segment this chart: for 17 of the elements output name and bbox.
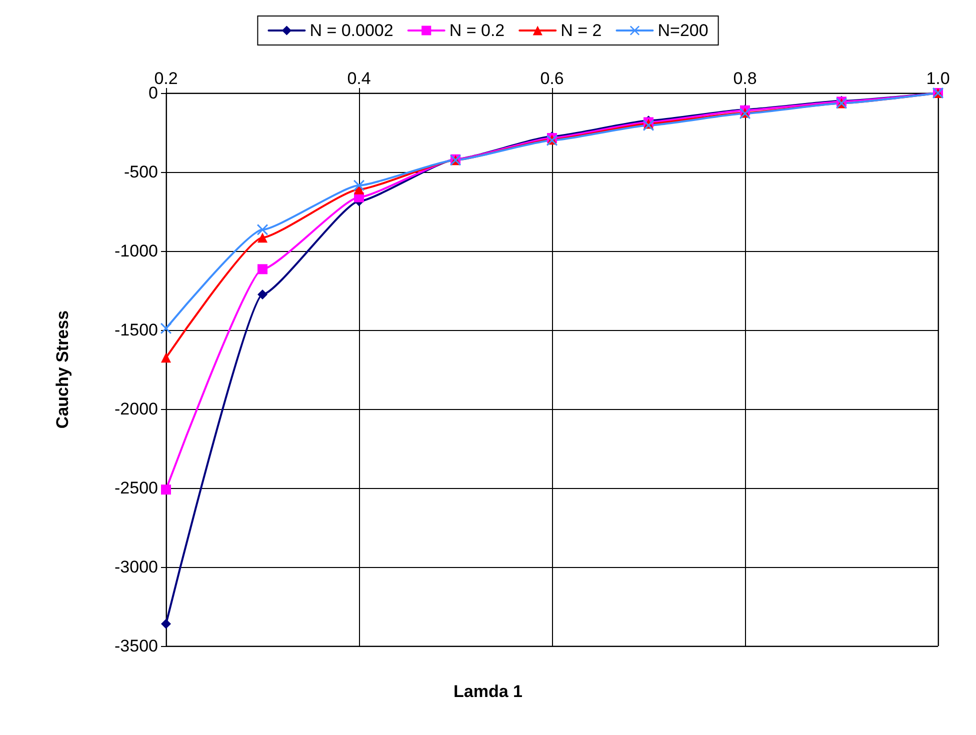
y-tick-label: -1500 xyxy=(114,320,158,340)
legend-label: N = 2 xyxy=(560,21,602,40)
y-tick-label: -1000 xyxy=(114,242,158,260)
y-tick-label: -500 xyxy=(124,162,158,182)
y-tick-label: -2000 xyxy=(114,400,158,418)
x-tick-label: 0.8 xyxy=(733,69,757,88)
legend-label: N = 0.0002 xyxy=(310,21,394,40)
y-tick-label: -3500 xyxy=(114,636,158,656)
y-tick-label: -2500 xyxy=(114,478,158,498)
y-tick-label: -3000 xyxy=(114,558,158,576)
x-axis-title: Lamda 1 xyxy=(454,682,522,701)
legend-label: N=200 xyxy=(658,21,708,40)
legend-label: N = 0.2 xyxy=(449,21,505,40)
x-tick-label: 1.0 xyxy=(926,69,950,88)
x-tick-label: 0.4 xyxy=(347,69,371,88)
x-tick-label: 0.6 xyxy=(540,69,564,88)
y-axis-title: Cauchy Stress xyxy=(53,310,72,429)
